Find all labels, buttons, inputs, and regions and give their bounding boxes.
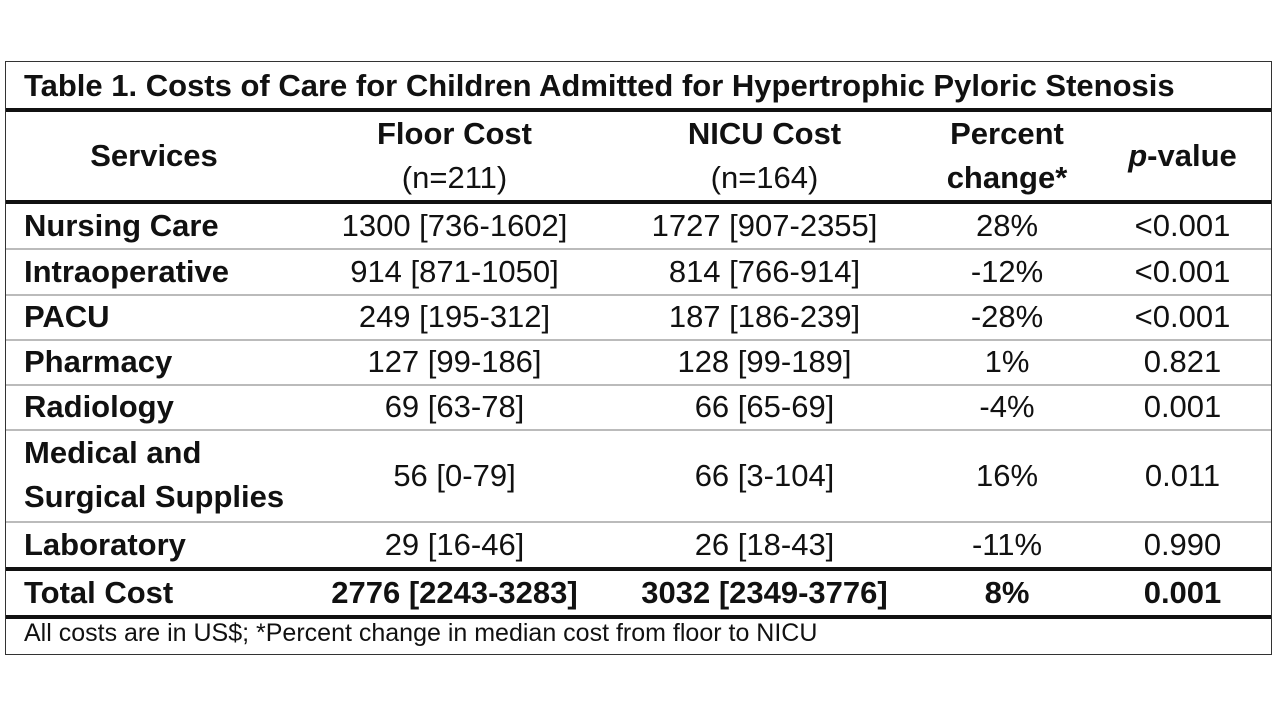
total-p: 0.001 xyxy=(1143,575,1222,610)
total-service: Total Cost xyxy=(24,575,174,610)
row-2-floor: 249 [195-312] xyxy=(358,299,551,334)
row-3-pct: 1% xyxy=(984,344,1030,379)
total-nicu: 3032 [2349-3776] xyxy=(641,575,888,610)
row-5-nicu: 66 [3-104] xyxy=(694,458,835,493)
header-nicu-cost-label: NICU Cost xyxy=(687,116,842,151)
row-divider xyxy=(6,429,1271,431)
rule-total xyxy=(6,567,1271,571)
header-p-rest: -value xyxy=(1147,138,1237,173)
header-nicu-cost: NICU Cost (n=164) xyxy=(607,112,922,200)
row-1-floor: 914 [871-1050] xyxy=(350,254,559,289)
rule-header xyxy=(6,200,1271,204)
row-2-nicu: 187 [186-239] xyxy=(668,299,861,334)
row-divider xyxy=(6,294,1271,296)
row-4-service: Radiology xyxy=(24,389,174,424)
row-5-floor: 56 [0-79] xyxy=(393,458,516,493)
row-divider xyxy=(6,248,1271,250)
row-6-floor: 29 [16-46] xyxy=(384,527,525,562)
row-6-p: 0.990 xyxy=(1143,527,1222,562)
row-0-p: <0.001 xyxy=(1134,208,1231,243)
row-0-nicu: 1727 [907-2355] xyxy=(651,208,878,243)
total-floor: 2776 [2243-3283] xyxy=(331,575,578,610)
row-3-service: Pharmacy xyxy=(24,344,173,379)
row-2-service: PACU xyxy=(24,299,110,334)
header-p-italic: p xyxy=(1128,138,1148,173)
header-services: Services xyxy=(90,138,218,173)
header-floor-cost-label: Floor Cost xyxy=(377,116,532,151)
row-3-floor: 127 [99-186] xyxy=(367,344,542,379)
header-p-value: p -value xyxy=(1092,112,1273,200)
row-divider xyxy=(6,339,1271,341)
row-1-service: Intraoperative xyxy=(24,254,230,289)
rule-top xyxy=(6,108,1271,112)
row-0-floor: 1300 [736-1602] xyxy=(341,208,568,243)
rule-bottom xyxy=(6,615,1271,619)
row-1-nicu: 814 [766-914] xyxy=(668,254,861,289)
header-percent-change: Percent change* xyxy=(922,112,1092,200)
row-3-nicu: 128 [99-189] xyxy=(677,344,852,379)
row-0-service: Nursing Care xyxy=(24,208,219,243)
cost-table: Table 1. Costs of Care for Children Admi… xyxy=(5,61,1272,655)
row-5-pct: 16% xyxy=(975,458,1039,493)
total-pct: 8% xyxy=(984,575,1030,610)
row-5-p: 0.011 xyxy=(1144,458,1221,493)
header-floor-cost: Floor Cost (n=211) xyxy=(302,112,607,200)
row-4-pct: -4% xyxy=(979,389,1035,424)
row-divider xyxy=(6,521,1271,523)
header-floor-cost-n: (n=211) xyxy=(401,160,508,195)
row-6-pct: -11% xyxy=(971,527,1043,562)
row-4-p: 0.001 xyxy=(1143,389,1222,424)
row-2-p: <0.001 xyxy=(1134,299,1231,334)
row-4-floor: 69 [63-78] xyxy=(384,389,525,424)
row-divider xyxy=(6,384,1271,386)
header-nicu-cost-n: (n=164) xyxy=(710,160,819,195)
header-percent-label: Percent xyxy=(950,116,1064,151)
row-4-nicu: 66 [65-69] xyxy=(694,389,835,424)
row-5-service-line1: Medical and xyxy=(24,435,202,470)
row-3-p: 0.821 xyxy=(1143,344,1222,379)
row-1-p: <0.001 xyxy=(1134,254,1231,289)
row-2-pct: -28% xyxy=(970,299,1044,334)
row-1-pct: -12% xyxy=(970,254,1044,289)
header-change-label: change* xyxy=(946,160,1068,195)
table-title: Table 1. Costs of Care for Children Admi… xyxy=(24,68,1175,103)
row-5-service: Medical and Surgical Supplies xyxy=(24,431,302,521)
row-0-pct: 28% xyxy=(975,208,1039,243)
footnote: All costs are in US$; *Percent change in… xyxy=(24,619,818,647)
row-6-nicu: 26 [18-43] xyxy=(694,527,835,562)
row-6-service: Laboratory xyxy=(24,527,186,562)
row-5-service-line2: Surgical Supplies xyxy=(24,479,285,514)
